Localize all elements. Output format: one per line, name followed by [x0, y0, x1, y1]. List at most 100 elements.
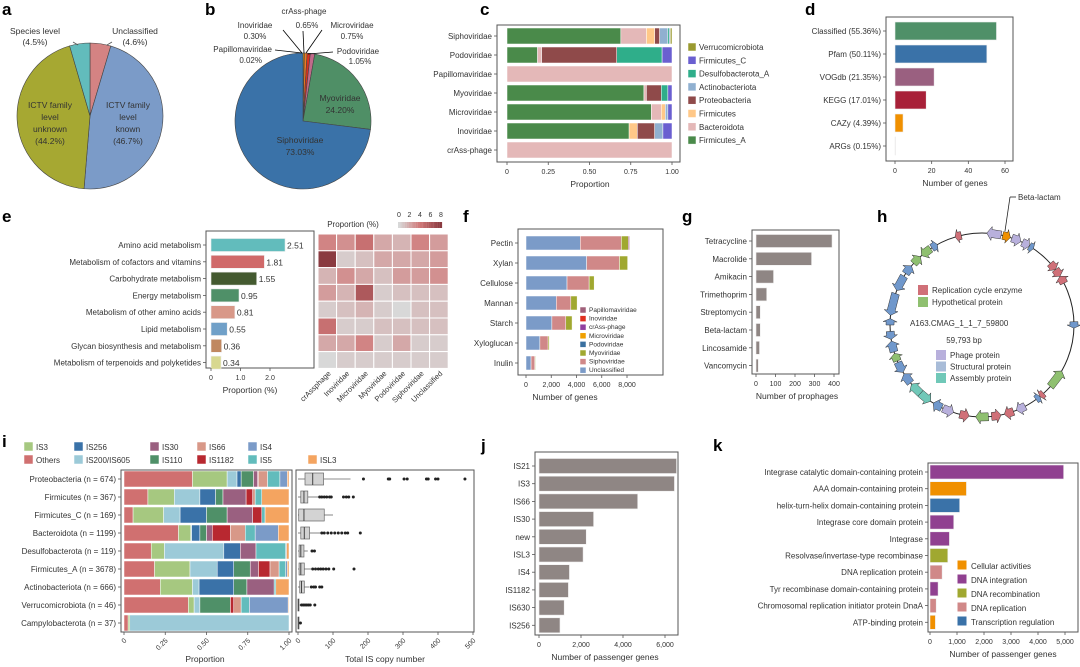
- bar-segment: [226, 506, 253, 524]
- x-tick-label: 5,000: [1056, 639, 1074, 646]
- y-tick-label: Firmicutes_A (n = 3678): [31, 565, 116, 574]
- x-tick-label: 0: [754, 381, 758, 388]
- bar: [929, 598, 937, 613]
- y-tick-label: Chromosomal replication initiator protei…: [758, 602, 924, 611]
- y-tick-label: Papillomaviridae: [433, 70, 492, 79]
- replication-gene-arrow: [1004, 405, 1016, 421]
- structural-gene-arrow: [884, 340, 901, 354]
- bar-segment: [530, 355, 536, 371]
- outlier-point: [320, 531, 324, 535]
- bar-segment: [199, 488, 216, 506]
- bar-segment: [565, 315, 573, 331]
- bar-segment: [147, 488, 175, 506]
- heatmap-cell: [429, 334, 449, 353]
- phage-gene-arrow: [1020, 237, 1030, 252]
- heatmap-cell: [336, 233, 356, 252]
- x-axis-label: Number of genes: [922, 178, 987, 188]
- heatmap-cell: [354, 334, 375, 353]
- legend-swatch: [687, 56, 697, 65]
- legend-swatch: [956, 573, 968, 585]
- legend-label: Cellular activities: [971, 562, 1031, 571]
- legend-swatch: [956, 587, 968, 599]
- colorbar-segment: [402, 222, 405, 228]
- bar-segment: [258, 560, 271, 578]
- x-axis-label: Number of passenger genes: [949, 649, 1056, 659]
- slice-label: Inoviridae: [238, 21, 273, 30]
- outlier-point: [314, 567, 317, 571]
- bar-segment: [154, 560, 191, 578]
- y-tick-label: DNA replication protein: [841, 568, 923, 577]
- bar-segment: [230, 524, 246, 542]
- x-tick-label: 1.00: [665, 169, 679, 176]
- bar-segment: [637, 122, 655, 140]
- heatmap-cell: [429, 283, 449, 302]
- panel-letter-f: f: [463, 207, 469, 226]
- y-tick-label: CAZy (4.39%): [831, 119, 882, 128]
- annotation-leader: [1004, 196, 1011, 232]
- slice-label: Siphoviridae: [277, 135, 324, 145]
- y-tick-label: VOGdb (21.35%): [820, 73, 882, 82]
- x-tick-label: 0: [524, 382, 528, 389]
- bar-segment: [216, 560, 234, 578]
- legend-label: Myoviridae: [589, 350, 621, 357]
- bar: [894, 67, 935, 87]
- heatmap-cell: [410, 267, 431, 285]
- legend-label: IS66: [209, 443, 226, 452]
- pie-slice: [302, 53, 372, 130]
- colorbar-segment: [413, 222, 416, 228]
- bar-segment: [198, 578, 234, 596]
- heatmap-cell: [354, 351, 375, 369]
- outlier-point: [351, 495, 355, 499]
- slice-label: Myoviridae: [319, 93, 360, 103]
- box: [298, 544, 305, 558]
- beta-lactam-gene-arrow: [1001, 229, 1011, 244]
- legend-label: Microviridae: [589, 333, 624, 340]
- bar-segment: [570, 295, 578, 311]
- bar: [538, 511, 594, 527]
- legend-label: Firmicutes_C: [699, 56, 746, 65]
- colorbar-segment: [417, 222, 421, 228]
- y-tick-label: IS66: [514, 497, 531, 506]
- bar-segment: [269, 560, 280, 578]
- heatmap-cell: [373, 233, 393, 252]
- bar-segment: [230, 596, 234, 614]
- replication-gene-arrow: [1051, 266, 1065, 278]
- box: [304, 472, 324, 486]
- bar-segment: [129, 614, 290, 632]
- bar-segment: [258, 470, 268, 488]
- legend-swatch: [918, 297, 928, 307]
- pie-slice: [69, 42, 91, 117]
- structural-gene-arrow: [893, 360, 908, 373]
- legend-swatch: [23, 454, 34, 465]
- leader-line: [106, 41, 113, 46]
- bar: [929, 531, 950, 547]
- y-tick-label: Metabolism of other amino acids: [86, 308, 201, 317]
- colorbar-segment: [409, 222, 412, 228]
- bar-segment: [192, 470, 228, 488]
- colorbar-tick-label: 8: [439, 212, 443, 219]
- data-label: 2.51: [287, 241, 304, 251]
- x-tick-label: 0.50: [583, 169, 597, 176]
- outlier-point: [336, 531, 340, 535]
- bar-segment: [206, 524, 213, 542]
- heatmap-cell: [317, 351, 338, 369]
- replication-gene-arrow: [1036, 389, 1047, 401]
- bar-segment: [525, 295, 557, 311]
- bar-segment: [261, 488, 290, 506]
- legend-swatch: [579, 349, 587, 357]
- y-tick-label: Starch: [490, 319, 513, 328]
- structural-gene-arrow: [883, 291, 900, 316]
- y-tick-label: IS630: [509, 604, 530, 613]
- y-tick-label: IS3: [518, 480, 531, 489]
- colorbar-tick-label: 2: [408, 212, 412, 219]
- bar-segment: [651, 103, 662, 121]
- bar-segment: [506, 122, 630, 140]
- colorbar-segment: [426, 222, 429, 228]
- structural-gene-arrow: [932, 398, 944, 413]
- outlier-point: [327, 567, 331, 571]
- bar-segment: [123, 488, 149, 506]
- bar-segment: [240, 470, 254, 488]
- y-tick-label: Trimethoprim: [700, 290, 747, 299]
- x-tick-label: 400: [828, 381, 840, 388]
- bar-segment: [586, 255, 620, 271]
